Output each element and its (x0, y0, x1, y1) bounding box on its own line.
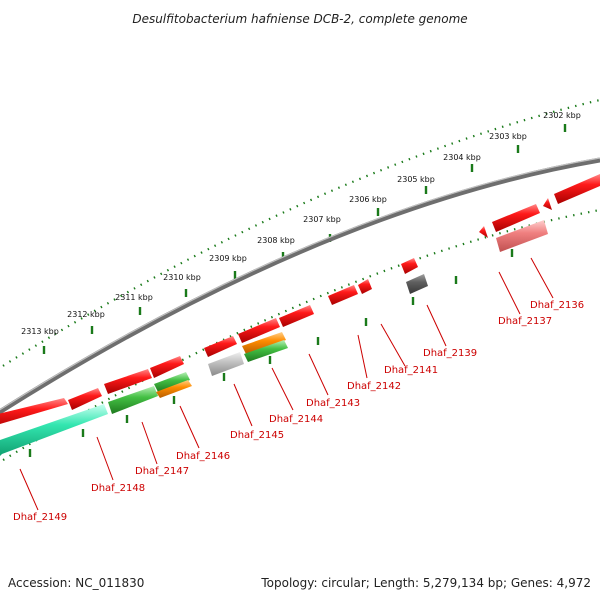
gene-label[interactable]: Dhaf_2139 (423, 348, 477, 359)
reverse-strand-genes (0, 220, 548, 456)
gene-label-layer: Dhaf_2136 Dhaf_2137 Dhaf_2139 Dhaf_2141 Dhaf… (13, 300, 584, 523)
gene-label[interactable]: Dhaf_2144 (269, 414, 323, 425)
kbp-label: 2312 kbp (67, 310, 105, 319)
kbp-label: 2313 kbp (21, 327, 59, 336)
gene-label[interactable]: Dhaf_2143 (306, 398, 360, 409)
gene-arrow[interactable] (242, 332, 286, 354)
gene-arrow[interactable] (104, 369, 152, 394)
kbp-label: 2308 kbp (257, 236, 295, 245)
gene-arrow[interactable] (208, 352, 244, 376)
gene-label[interactable]: Dhaf_2136 (530, 300, 584, 311)
forward-strand-genes (0, 174, 600, 430)
accession-text: Accession: NC_011830 (8, 576, 144, 590)
gene-label[interactable]: Dhaf_2147 (135, 466, 189, 477)
gene-label[interactable]: Dhaf_2145 (230, 430, 284, 441)
kbp-label: 2307 kbp (303, 215, 341, 224)
topology-text: Topology: circular; Length: 5,279,134 bp… (260, 576, 591, 590)
gene-arrow[interactable] (358, 279, 372, 294)
gene-arrow[interactable] (496, 220, 548, 252)
gene-arrow[interactable] (492, 204, 540, 232)
genome-backbone-highlight (0, 157, 600, 411)
gene-label[interactable]: Dhaf_2141 (384, 365, 438, 376)
gene-arrow[interactable] (238, 318, 280, 343)
gene-arrow[interactable] (0, 398, 68, 430)
kbp-label: 2302 kbp (543, 111, 581, 120)
outer-scale-major-ticks (42, 124, 567, 354)
kbp-label: 2306 kbp (349, 195, 387, 204)
gene-arrow[interactable] (150, 356, 184, 378)
gene-arrow[interactable] (204, 336, 237, 357)
kbp-label-layer: 2302 kbp 2303 kbp 2304 kbp 2305 kbp 2306 kbp… (21, 111, 581, 336)
kbp-label: 2303 kbp (489, 132, 527, 141)
gene-arrow[interactable] (108, 386, 158, 414)
gene-arrow[interactable] (328, 285, 358, 305)
gene-arrow[interactable] (244, 340, 288, 362)
gene-arrow[interactable] (406, 274, 428, 294)
gene-arrow[interactable] (543, 198, 552, 210)
gene-label[interactable]: Dhaf_2149 (13, 512, 67, 523)
gene-arrow[interactable] (68, 388, 102, 410)
map-title: Desulfitobacterium hafniense DCB-2, comp… (132, 12, 467, 26)
gene-label[interactable]: Dhaf_2137 (498, 316, 552, 327)
outer-scale-dots (0, 98, 600, 370)
kbp-label: 2309 kbp (209, 254, 247, 263)
gene-arrow[interactable] (554, 174, 600, 204)
genome-backbone (0, 157, 600, 415)
gene-arrow[interactable] (479, 226, 488, 238)
gene-label[interactable]: Dhaf_2142 (347, 381, 401, 392)
inner-scale-major-ticks (28, 249, 514, 457)
kbp-label: 2311 kbp (115, 293, 153, 302)
kbp-label: 2304 kbp (443, 153, 481, 162)
gene-arrow[interactable] (0, 404, 108, 456)
kbp-label: 2305 kbp (397, 175, 435, 184)
gene-arrow[interactable] (279, 305, 314, 327)
label-leaders (19, 257, 554, 511)
gene-label[interactable]: Dhaf_2148 (91, 483, 145, 494)
gene-label[interactable]: Dhaf_2146 (176, 451, 230, 462)
gene-arrow[interactable] (154, 372, 190, 392)
kbp-label: 2310 kbp (163, 273, 201, 282)
gene-arrow[interactable] (156, 380, 192, 398)
gene-arrow[interactable] (401, 258, 418, 274)
inner-scale-dots (0, 208, 600, 464)
